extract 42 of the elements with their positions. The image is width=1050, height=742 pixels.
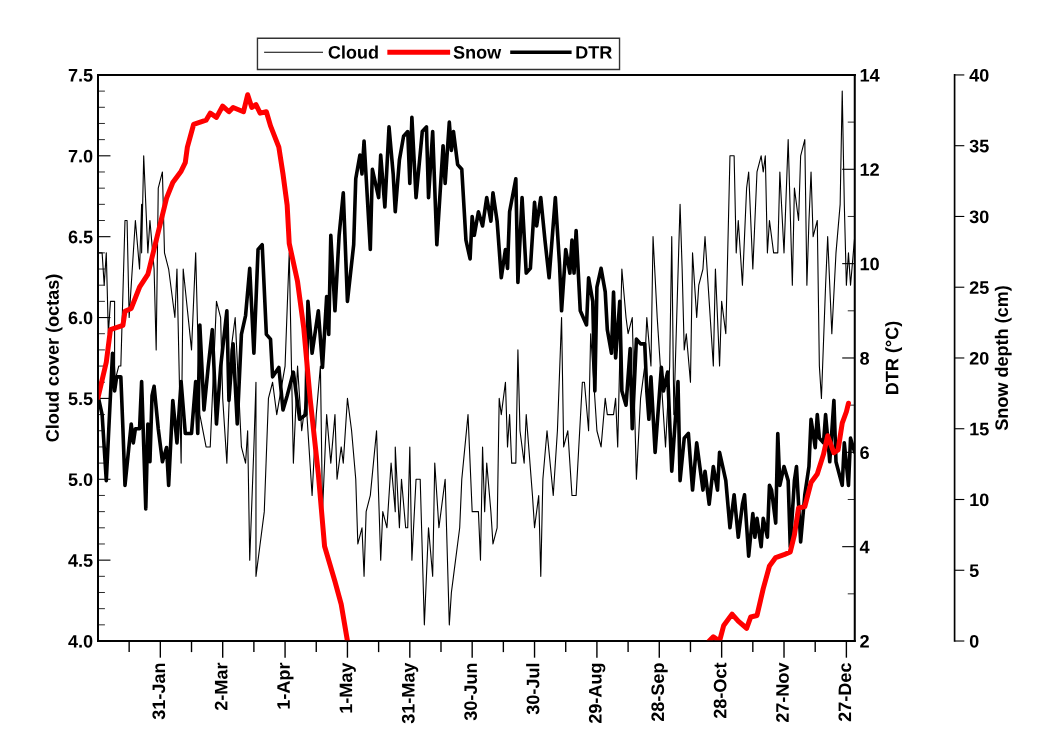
- legend-label: Snow: [453, 45, 502, 59]
- y2-tick-label: 12: [860, 163, 879, 176]
- y-tick-label: 7.0: [68, 149, 93, 163]
- x-tick-label: 28-Oct: [713, 662, 727, 719]
- y2-tick-label: 8: [860, 351, 870, 365]
- y2-tick-label: 2: [860, 634, 869, 648]
- y3-tick-label: 30: [969, 210, 989, 224]
- y-tick-label: 6.0: [68, 311, 93, 325]
- x-tick-label: 1-May: [339, 662, 356, 713]
- legend-label: Cloud: [328, 45, 378, 59]
- y3-tick-label: 25: [969, 281, 989, 294]
- y-tick-label: 5.5: [68, 392, 93, 406]
- y2-tick-label: 6: [860, 446, 869, 460]
- y3-tick-label: 35: [969, 139, 989, 153]
- y2-tick-label: 14: [860, 69, 880, 82]
- x-tick-label: 31-Jan: [152, 663, 166, 720]
- y2-tick-label: 10: [860, 257, 879, 271]
- y-tick-label: 7.5: [68, 69, 93, 82]
- y3-tick-label: 5: [969, 564, 979, 577]
- y-tick-label: 4.5: [68, 554, 93, 567]
- y3-tick-label: 40: [969, 68, 989, 82]
- x-tick-label: 27-Nov: [776, 662, 789, 723]
- y3-tick-label: 0: [969, 634, 979, 648]
- x-tick-label: 29-Aug: [588, 663, 606, 724]
- y-axis-title: Cloud cover (octas): [45, 274, 63, 442]
- x-tick-label: 28-Sep: [651, 663, 668, 722]
- y3-axis-title: Snow depth (cm): [994, 286, 1012, 431]
- x-tick-label: 31-May: [401, 662, 419, 724]
- y2-tick-label: 4: [859, 540, 870, 554]
- x-tick-label: 30-Jul: [526, 663, 540, 715]
- x-tick-label: 1-Apr: [277, 662, 294, 709]
- x-tick-label: 30-Jun: [464, 663, 478, 721]
- y-tick-label: 6.5: [68, 230, 93, 244]
- y-tick-label: 4.0: [68, 634, 93, 648]
- x-tick-label: 27-Dec: [838, 663, 852, 722]
- y2-axis-title: DTR (°C): [885, 321, 903, 394]
- y3-tick-label: 10: [970, 493, 989, 507]
- legend-label: DTR: [576, 46, 612, 59]
- x-tick-label: 2-Mar: [214, 662, 228, 711]
- y-tick-label: 5.0: [68, 473, 93, 486]
- y3-tick-label: 20: [969, 351, 989, 365]
- y3-tick-label: 15: [970, 422, 989, 436]
